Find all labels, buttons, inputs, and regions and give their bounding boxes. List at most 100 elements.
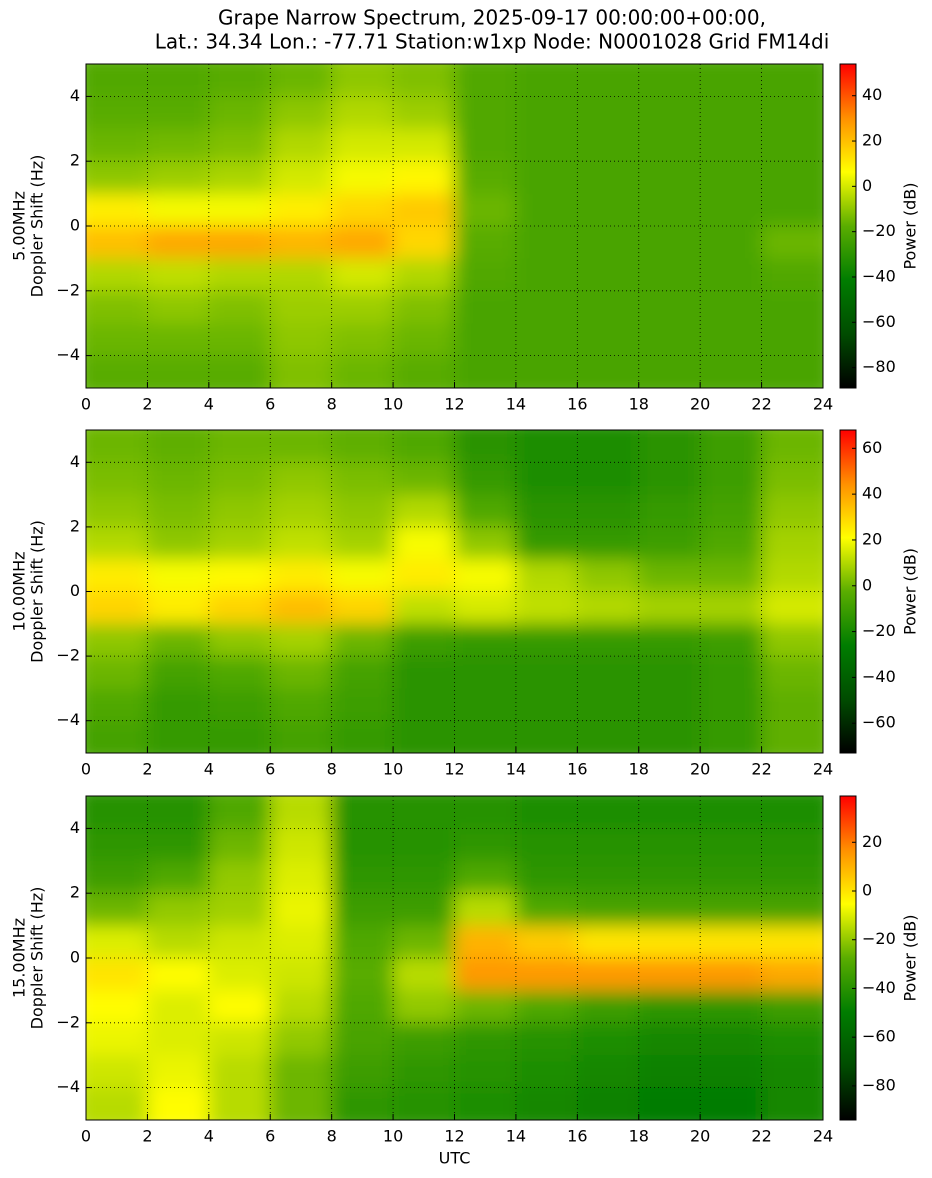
cell xyxy=(147,958,210,991)
cell xyxy=(454,559,517,592)
colorbar-label: Power (dB) xyxy=(901,914,920,1001)
cell xyxy=(761,623,823,657)
x-tick-label: 18 xyxy=(629,1127,649,1146)
cell xyxy=(86,925,148,959)
cell xyxy=(638,96,701,130)
x-tick-label: 22 xyxy=(751,1127,771,1146)
cell xyxy=(761,258,823,292)
cell xyxy=(331,720,394,753)
cell xyxy=(761,796,823,829)
colorbar-tick-label: −40 xyxy=(862,978,896,997)
cell xyxy=(270,494,333,528)
colorbar-label: Power (dB) xyxy=(901,182,920,269)
cell xyxy=(515,1022,578,1056)
cell xyxy=(700,323,763,357)
y-tick-label: −4 xyxy=(56,345,80,364)
x-tick-label: 6 xyxy=(265,760,275,779)
cell xyxy=(208,430,271,463)
cell xyxy=(147,990,210,1024)
cell xyxy=(86,958,148,991)
cell xyxy=(638,64,701,97)
cell xyxy=(147,494,210,528)
cell xyxy=(331,623,394,657)
y-tick-label: 4 xyxy=(70,86,80,105)
cell xyxy=(208,462,271,496)
cell xyxy=(577,323,640,357)
cell xyxy=(331,462,394,496)
cell xyxy=(638,893,701,927)
cell xyxy=(700,462,763,496)
x-tick-label: 12 xyxy=(444,395,464,414)
cell xyxy=(638,720,701,753)
cell xyxy=(638,355,701,388)
colorbar-tick-label: −60 xyxy=(862,713,896,732)
cell xyxy=(761,958,823,991)
cell xyxy=(270,1055,333,1089)
colorbar xyxy=(839,63,857,389)
cell xyxy=(270,623,333,657)
cell xyxy=(577,656,640,689)
cell xyxy=(270,591,333,625)
cell xyxy=(208,591,271,625)
cell xyxy=(270,323,333,357)
cell xyxy=(393,258,455,292)
cell xyxy=(208,623,271,657)
cell xyxy=(638,591,701,625)
cell xyxy=(270,828,333,862)
title-line: Lat.: 34.34 Lon.: -77.71 Station:w1xp No… xyxy=(155,30,830,54)
cell xyxy=(577,193,640,227)
y-axis-label: Doppler Shift (Hz) xyxy=(28,887,47,1030)
cell xyxy=(638,828,701,862)
cell xyxy=(147,96,210,130)
x-tick-label: 8 xyxy=(327,760,337,779)
cell xyxy=(761,1022,823,1056)
cell xyxy=(86,323,148,357)
cell xyxy=(761,1055,823,1089)
x-tick-label: 12 xyxy=(444,1127,464,1146)
cell xyxy=(454,796,517,829)
cell xyxy=(393,1022,455,1056)
x-tick-label: 0 xyxy=(81,395,91,414)
cell xyxy=(454,828,517,862)
x-tick-label: 4 xyxy=(204,760,214,779)
x-tick-label: 0 xyxy=(81,760,91,779)
cell xyxy=(208,1087,271,1120)
y-tick-label: −2 xyxy=(56,280,80,299)
cell xyxy=(86,623,148,657)
cell xyxy=(270,161,333,195)
cell xyxy=(638,526,701,560)
cell xyxy=(577,494,640,528)
y-tick-label: −2 xyxy=(56,646,80,665)
cell xyxy=(331,323,394,357)
cell xyxy=(331,893,394,927)
cell xyxy=(761,860,823,894)
cell xyxy=(270,656,333,689)
cell xyxy=(331,290,394,324)
x-tick-label: 10 xyxy=(383,760,403,779)
plot-frame xyxy=(85,795,824,1121)
cell xyxy=(454,290,517,324)
cell xyxy=(86,96,148,130)
cell xyxy=(515,893,578,927)
cell xyxy=(454,720,517,753)
cell xyxy=(331,796,394,829)
cell xyxy=(270,958,333,991)
x-tick-label: 20 xyxy=(690,1127,710,1146)
cell xyxy=(86,1022,148,1056)
cell xyxy=(761,323,823,357)
cell xyxy=(208,958,271,991)
cell xyxy=(454,591,517,625)
cell xyxy=(577,990,640,1024)
cell xyxy=(331,161,394,195)
colorbar-tick-label: 0 xyxy=(862,575,872,594)
cell xyxy=(86,1055,148,1089)
x-tick-label: 20 xyxy=(690,760,710,779)
cell xyxy=(147,796,210,829)
y-axis-label: Doppler Shift (Hz) xyxy=(28,520,47,663)
cell xyxy=(515,1087,578,1120)
cell xyxy=(147,226,210,259)
cell xyxy=(638,258,701,292)
cell xyxy=(86,860,148,894)
cell xyxy=(577,925,640,959)
y-axis-label: 10.00MHz xyxy=(10,551,29,631)
